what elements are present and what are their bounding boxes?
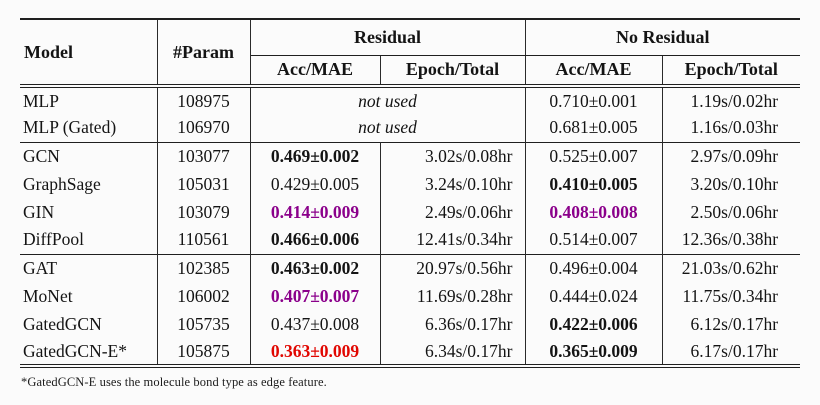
cell-model-name: GatedGCN	[20, 310, 158, 338]
col-header-residual-epoch-total: Epoch/Total	[380, 55, 526, 88]
cell-model-name: MoNet	[20, 282, 158, 310]
cell-param-count: 103079	[157, 198, 251, 226]
cell-model-name: GCN	[20, 141, 158, 170]
cell-noresidual-epoch-total: 6.12s/0.17hr	[690, 313, 779, 334]
cell-param-count: 106002	[157, 282, 251, 310]
cell-noresidual-epoch-total: 11.75s/0.34hr	[682, 285, 779, 306]
cell-noresidual-epoch-total: 1.19s/0.02hr	[690, 90, 779, 111]
cell-noresidual-epoch-total: 21.03s/0.62hr	[662, 253, 801, 282]
table-row: GCN 103077 0.469±0.002 3.02s/0.08hr 0.525±0.…	[20, 141, 801, 170]
cell-param-count: 103077	[157, 141, 251, 170]
cell-model-name: MLP	[20, 86, 158, 114]
cell-noresidual-epoch-total: 6.17s/0.17hr	[662, 338, 801, 368]
cell-residual-acc-mae: 0.363±0.009	[250, 338, 381, 368]
cell-residual-epoch-total: 20.97s/0.56hr	[380, 253, 526, 282]
cell-model-name: GatedGCN-E*	[20, 338, 158, 368]
table-row: DiffPool 110561 0.466±0.006 12.41s/0.34hr 0.…	[20, 226, 800, 254]
cell-param-count: 105031	[157, 170, 251, 198]
cell-residual-epoch-total: 11.69s/0.28hr	[380, 282, 526, 310]
cell-model-name: GraphSage	[20, 170, 158, 198]
cell-residual-acc-mae: 0.407±0.007	[250, 282, 381, 310]
col-header-residual-acc-mae: Acc/MAE	[250, 55, 381, 88]
cell-param-count: 105875	[157, 338, 251, 368]
col-group-no-residual: No Residual	[525, 19, 801, 56]
col-group-residual: Residual	[250, 19, 526, 56]
cell-residual-epoch-total: 12.41s/0.34hr	[380, 226, 526, 254]
cell-residual-epoch-total: 3.24s/0.10hr	[380, 170, 526, 198]
cell-noresidual-acc-mae: 0.525±0.007	[525, 141, 663, 170]
table-body: MLP 108975 not used 0.710±0.001 1.19s/0.02hr…	[20, 86, 801, 368]
cell-residual-acc-mae: 0.437±0.008	[250, 310, 381, 338]
cell-noresidual-epoch-total: 2.97s/0.09hr	[662, 141, 801, 170]
cell-model-name: MLP (Gated)	[20, 114, 158, 142]
table-header: Model #Param Residual No Residual Acc/MA…	[20, 19, 801, 88]
table-row: MLP (Gated) 106970 not used 0.681±0.005 1.16…	[20, 114, 800, 142]
cell-residual-acc-mae: 0.469±0.002	[250, 141, 381, 170]
cell-noresidual-epoch-total: 3.20s/0.10hr	[690, 173, 779, 194]
cell-param-count: 106970	[157, 114, 251, 142]
cell-model-name: GAT	[20, 253, 158, 282]
cell-noresidual-epoch-total: 1.16s/0.03hr	[690, 117, 779, 138]
cell-model-name: DiffPool	[20, 226, 158, 254]
cell-noresidual-epoch-total: 2.50s/0.06hr	[690, 201, 779, 222]
table-row: MLP 108975 not used 0.710±0.001 1.19s/0.02hr	[20, 86, 800, 114]
table-footnote: *GatedGCN-E uses the molecule bond type …	[21, 375, 327, 389]
cell-noresidual-acc-mae: 0.444±0.024	[525, 282, 663, 310]
cell-param-count: 110561	[157, 226, 251, 254]
cell-residual-acc-mae: 0.463±0.002	[250, 253, 381, 282]
cell-noresidual-acc-mae: 0.496±0.004	[525, 253, 663, 282]
table-row: GAT 102385 0.463±0.002 20.97s/0.56hr 0.496±0…	[20, 253, 801, 282]
cell-residual-epoch-total: 2.49s/0.06hr	[380, 198, 526, 226]
cell-noresidual-acc-mae: 0.422±0.006	[525, 310, 663, 338]
benchmark-results-table: Model #Param Residual No Residual Acc/MA…	[20, 18, 801, 368]
table-row: GraphSage 105031 0.429±0.005 3.24s/0.10hr 0.…	[20, 170, 800, 198]
cell-residual-not-used: not used	[250, 114, 526, 142]
cell-noresidual-acc-mae: 0.681±0.005	[525, 114, 663, 142]
col-header-param: #Param	[157, 19, 251, 88]
table-row: GIN 103079 0.414±0.009 2.49s/0.06hr 0.408±0.…	[20, 198, 800, 226]
cell-param-count: 102385	[157, 253, 251, 282]
cell-param-count: 108975	[157, 86, 251, 114]
col-header-noresidual-acc-mae: Acc/MAE	[525, 55, 663, 88]
cell-residual-acc-mae: 0.466±0.006	[250, 226, 381, 254]
cell-residual-epoch-total: 3.02s/0.08hr	[380, 141, 526, 170]
col-header-model: Model	[20, 19, 158, 88]
table-row: GatedGCN-E* 105875 0.363±0.009 6.34s/0.17hr…	[20, 338, 801, 368]
cell-noresidual-acc-mae: 0.710±0.001	[525, 86, 663, 114]
cell-noresidual-epoch-total: 12.36s/0.38hr	[681, 229, 779, 250]
cell-noresidual-acc-mae: 0.410±0.005	[525, 170, 663, 198]
col-header-noresidual-epoch-total: Epoch/Total	[662, 55, 801, 88]
table-row: MoNet 106002 0.407±0.007 11.69s/0.28hr 0.444…	[20, 282, 800, 310]
cell-noresidual-acc-mae: 0.514±0.007	[525, 226, 663, 254]
cell-residual-acc-mae: 0.429±0.005	[250, 170, 381, 198]
cell-residual-acc-mae: 0.414±0.009	[250, 198, 381, 226]
cell-residual-epoch-total: 6.34s/0.17hr	[380, 338, 526, 368]
cell-noresidual-acc-mae: 0.365±0.009	[525, 338, 663, 368]
header-row-subcolumns: Acc/MAE Epoch/Total Acc/MAE Epoch/Total	[20, 55, 801, 88]
header-row-groups: Model #Param Residual No Residual	[20, 19, 801, 88]
cell-model-name: GIN	[20, 198, 158, 226]
cell-residual-epoch-total: 6.36s/0.17hr	[380, 310, 526, 338]
table-row: GatedGCN 105735 0.437±0.008 6.36s/0.17hr 0.4…	[20, 310, 800, 338]
cell-param-count: 105735	[157, 310, 251, 338]
paper-page: Model #Param Residual No Residual Acc/MA…	[20, 18, 801, 389]
cell-noresidual-acc-mae: 0.408±0.008	[525, 198, 663, 226]
cell-residual-not-used: not used	[250, 86, 526, 114]
